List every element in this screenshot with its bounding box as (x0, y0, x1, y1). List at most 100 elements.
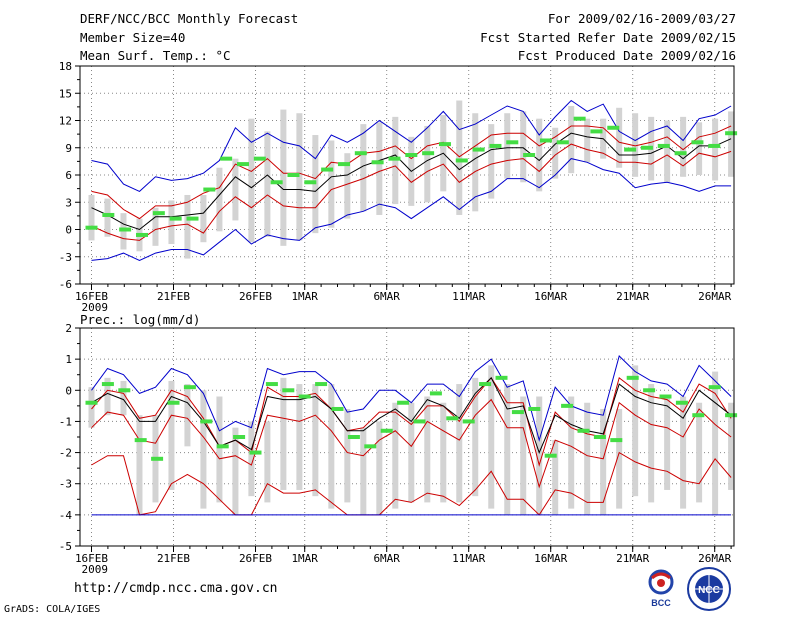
spread-bar (184, 384, 191, 447)
median-mark (298, 394, 311, 399)
median-mark (511, 410, 524, 415)
median-mark (725, 131, 738, 136)
ncc-logo: NCC (687, 567, 731, 611)
spread-bar (328, 384, 335, 509)
spread-bar (168, 200, 175, 245)
spread-bar (328, 140, 335, 228)
chart-header-title: DERF/NCC/BCC Monthly Forecast (80, 11, 299, 26)
median-mark (287, 173, 300, 177)
spread-bar (536, 396, 543, 515)
spread-bar (520, 111, 527, 183)
median-mark (270, 180, 283, 185)
spread-bar (456, 100, 463, 215)
fcst-produced-date: Fcst Produced Date 2009/02/16 (517, 48, 736, 63)
median-mark (265, 382, 278, 387)
spread-bar (664, 396, 671, 490)
spread-bar (568, 105, 575, 174)
prec-panel-title: Prec.: log(mm/d) (80, 312, 201, 327)
median-mark (380, 428, 393, 433)
median-mark (624, 147, 637, 152)
median-mark (371, 160, 384, 165)
series-line (91, 143, 732, 241)
median-mark (610, 438, 623, 443)
spread-bar (232, 158, 239, 221)
median-mark (167, 400, 180, 405)
median-mark (556, 140, 569, 145)
median-mark (253, 156, 266, 161)
y-tick-label: -6 (59, 278, 72, 291)
median-mark (249, 450, 262, 455)
spread-bar (584, 402, 591, 515)
median-mark (675, 400, 688, 405)
median-mark (236, 162, 249, 167)
spread-bar (712, 371, 719, 515)
spread-bar (88, 194, 95, 241)
spread-bar (280, 109, 287, 246)
spread-bar (520, 396, 527, 515)
median-mark (119, 227, 132, 232)
median-mark (118, 388, 131, 393)
spread-bar (648, 384, 655, 503)
median-mark (85, 225, 98, 230)
median-mark (186, 216, 199, 221)
spread-bar (664, 120, 671, 183)
median-mark (674, 151, 687, 156)
series-line (91, 355, 732, 442)
y-tick-label: 1 (65, 353, 72, 366)
series-line (91, 376, 732, 467)
spread-bar (488, 124, 495, 199)
spread-bar (728, 402, 735, 490)
x-tick-label: 1MAR (291, 552, 318, 565)
x-tick-label: 6MAR (373, 290, 400, 303)
plot-frame (79, 327, 735, 547)
median-mark (321, 167, 334, 172)
median-mark (692, 413, 705, 418)
x-tick-label: 16MAR (534, 552, 567, 565)
temp-panel-title: Mean Surf. Temp.: °C (80, 48, 231, 63)
plot-frame (79, 65, 735, 285)
source-url: http://cmdp.ncc.cma.gov.cn (74, 581, 278, 596)
spread-bar (248, 118, 255, 243)
x-tick-label: 26MAR (698, 290, 731, 303)
spread-bar (248, 421, 255, 497)
y-tick-label: 18 (59, 60, 72, 73)
spread-bar (264, 131, 271, 237)
spread-bar (680, 116, 687, 177)
median-mark (708, 143, 721, 148)
y-tick-label: -3 (59, 478, 72, 491)
median-mark (282, 388, 295, 393)
x-tick-year: 2009 (82, 563, 109, 576)
median-mark (691, 140, 704, 145)
spread-bar (408, 402, 415, 503)
spread-bar (536, 118, 543, 192)
bcc-logo-text: BCC (651, 598, 671, 608)
spread-bar (616, 408, 623, 509)
series-line (91, 132, 732, 231)
member-size-label: Member Size=40 (80, 30, 186, 45)
median-mark (216, 444, 229, 449)
median-mark (85, 400, 98, 405)
x-tick-label: 21FEB (157, 552, 190, 565)
spread-bar (632, 365, 639, 497)
median-mark (364, 444, 377, 449)
spread-bar (184, 194, 191, 259)
series-line (91, 376, 732, 454)
median-mark (523, 153, 536, 158)
median-mark (577, 428, 590, 433)
median-mark (640, 145, 653, 150)
median-mark (659, 394, 672, 399)
y-tick-label: -5 (59, 540, 72, 553)
median-mark (337, 162, 350, 167)
spread-bar (120, 380, 127, 416)
spread-bar (360, 124, 367, 212)
median-mark (183, 385, 196, 390)
spread-bar (632, 113, 639, 177)
median-mark (708, 385, 721, 390)
median-mark (495, 375, 508, 380)
series-line (91, 99, 732, 192)
median-mark (462, 419, 475, 424)
spread-bar (504, 113, 511, 179)
spread-bar (552, 127, 559, 179)
y-tick-label: 0 (65, 224, 72, 237)
